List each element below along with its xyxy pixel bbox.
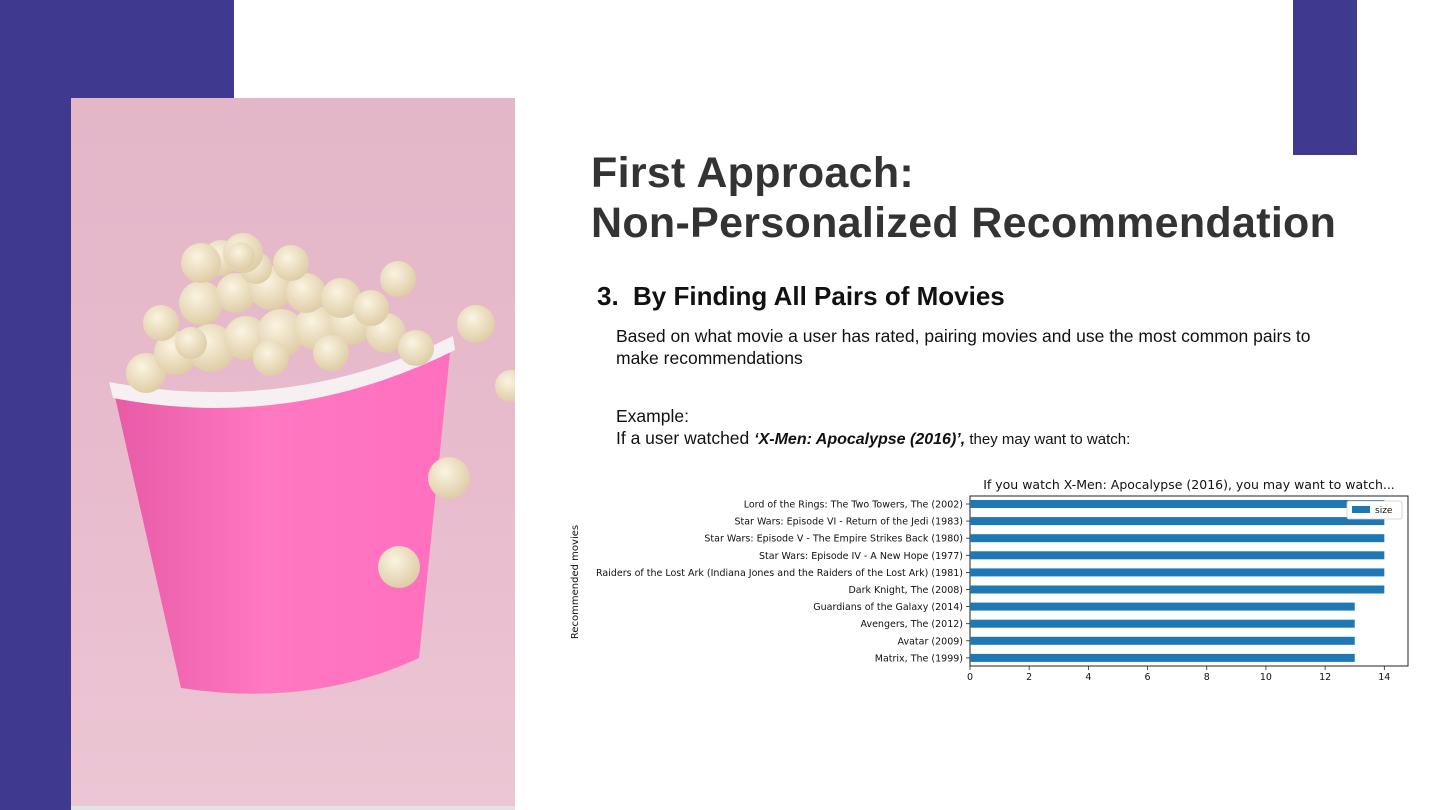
popcorn-bucket-illustration — [109, 233, 515, 694]
right-accent-bar — [1293, 0, 1357, 155]
chart-bar — [970, 517, 1385, 526]
x-tick-label: 14 — [1378, 672, 1390, 683]
y-tick-label: Matrix, The (1999) — [875, 653, 963, 664]
chart-plot-frame — [969, 495, 1409, 667]
x-tick-label: 4 — [1085, 672, 1091, 683]
title-line-1: First Approach: — [591, 149, 915, 197]
subheading-number: 3. — [597, 281, 619, 311]
legend-swatch — [1352, 506, 1370, 513]
popcorn-photo — [71, 98, 515, 806]
x-tick-label: 6 — [1145, 672, 1151, 683]
photo-bottom-strip — [71, 806, 515, 810]
subheading-text: By Finding All Pairs of Movies — [633, 281, 1005, 311]
x-tick-label: 2 — [1026, 672, 1032, 683]
chart-y-axis-label: Recommended movies — [570, 525, 581, 639]
y-tick-label: Star Wars: Episode V - The Empire Strike… — [704, 534, 963, 545]
x-tick-label: 12 — [1319, 672, 1331, 683]
example-sentence: If a user watched ‘X-Men: Apocalypse (20… — [616, 427, 1130, 451]
chart-bar — [970, 585, 1385, 594]
y-tick-label: Raiders of the Lost Ark (Indiana Jones a… — [596, 568, 963, 579]
y-tick-label: Guardians of the Galaxy (2014) — [813, 602, 963, 613]
legend-label: size — [1375, 506, 1393, 516]
y-tick-label: Star Wars: Episode IV - A New Hope (1977… — [759, 551, 963, 562]
example-block: Example: If a user watched ‘X-Men: Apoca… — [616, 405, 1130, 451]
subheading: 3. By Finding All Pairs of Movies — [597, 280, 1005, 312]
x-tick-label: 10 — [1260, 672, 1272, 683]
example-label: Example: — [616, 406, 689, 426]
chart-bar — [970, 500, 1385, 508]
chart-bar — [970, 534, 1385, 543]
example-prefix: If a user watched — [616, 428, 755, 448]
y-tick-label: Avatar (2009) — [898, 636, 963, 647]
chart-bar — [970, 619, 1355, 628]
chart-title: If you watch X-Men: Apocalypse (2016), y… — [983, 477, 1395, 492]
example-movie: ‘X-Men: Apocalypse (2016)’, — [754, 431, 966, 448]
chart-legend: size — [1346, 500, 1403, 520]
chart-bar — [970, 568, 1385, 577]
chart-bar — [970, 636, 1355, 645]
y-tick-label: Dark Knight, The (2008) — [848, 585, 963, 596]
y-tick-label: Star Wars: Episode VI - Return of the Je… — [734, 517, 963, 528]
chart-bar — [970, 653, 1355, 662]
chart-bar — [970, 602, 1355, 611]
y-tick-label: Lord of the Rings: The Two Towers, The (… — [744, 500, 963, 511]
x-tick-label: 0 — [967, 672, 973, 683]
description-text: Based on what movie a user has rated, pa… — [616, 326, 1311, 368]
x-tick-label: 8 — [1204, 672, 1210, 683]
recommendation-bar-chart: If you watch X-Men: Apocalypse (2016), y… — [570, 477, 1409, 683]
chart-bar — [970, 551, 1385, 560]
title-line-2: Non-Personalized Recommendation — [591, 199, 1337, 247]
y-tick-label: Avengers, The (2012) — [861, 619, 963, 630]
slide-title: First Approach: Non-Personalized Recomme… — [591, 148, 1336, 248]
example-suffix: they may want to watch: — [965, 431, 1131, 448]
